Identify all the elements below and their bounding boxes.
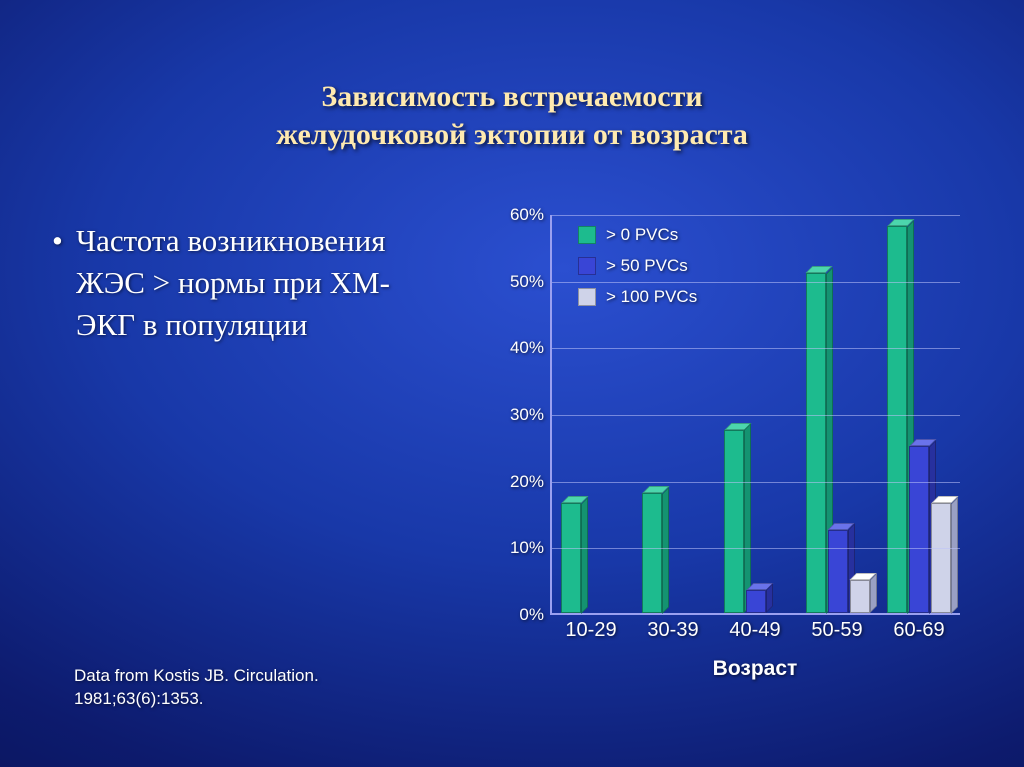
gridline [552,348,960,349]
chart: 0%10%20%30%40%50%60% 10-2930-3940-4950-5… [490,215,970,685]
legend-swatch [578,257,596,275]
bullet-list: Частота возникновения ЖЭС > нормы при ХМ… [48,220,448,346]
x-tick-label: 40-49 [714,619,796,642]
y-tick-label: 60% [510,205,544,225]
bar [724,430,744,613]
bar-group [797,215,879,613]
legend: > 0 PVCs> 50 PVCs> 100 PVCs [578,221,697,314]
legend-swatch [578,226,596,244]
x-tick-label: 60-69 [878,619,960,642]
bar [850,580,870,613]
slide-title: Зависимость встречаемости желудочковой э… [0,78,1024,153]
legend-swatch [578,288,596,306]
bar [909,446,929,613]
bar [931,503,951,613]
x-tick-label: 50-59 [796,619,878,642]
title-line-1: Зависимость встречаемости [321,80,702,113]
citation-line-2: 1981;63(6):1353. [74,689,204,708]
x-axis-label: Возраст [550,657,960,681]
legend-label: > 50 PVCs [606,252,688,281]
bar [561,503,581,613]
bar-group [715,215,797,613]
y-tick-label: 0% [519,605,544,625]
y-tick-label: 50% [510,272,544,292]
bar [746,590,766,613]
bar [642,493,662,613]
bullet-item: Частота возникновения ЖЭС > нормы при ХМ… [48,220,448,346]
y-tick-label: 30% [510,405,544,425]
x-tick-label: 10-29 [550,619,632,642]
bar [887,226,907,613]
legend-row: > 0 PVCs [578,221,697,250]
legend-label: > 100 PVCs [606,283,697,312]
x-ticks: 10-2930-3940-4950-5960-69 [550,619,960,642]
citation: Data from Kostis JB. Circulation. 1981;6… [74,665,319,711]
y-tick-label: 40% [510,338,544,358]
gridline [552,415,960,416]
gridline [552,215,960,216]
y-tick-label: 10% [510,538,544,558]
bar [828,530,848,613]
gridline [552,482,960,483]
legend-row: > 100 PVCs [578,283,697,312]
x-tick-label: 30-39 [632,619,714,642]
citation-line-1: Data from Kostis JB. Circulation. [74,666,319,685]
legend-label: > 0 PVCs [606,221,678,250]
title-line-2: желудочковой эктопии от возраста [276,118,748,151]
bar-group [878,215,960,613]
gridline [552,548,960,549]
y-tick-label: 20% [510,472,544,492]
bar [806,273,826,613]
legend-row: > 50 PVCs [578,252,697,281]
